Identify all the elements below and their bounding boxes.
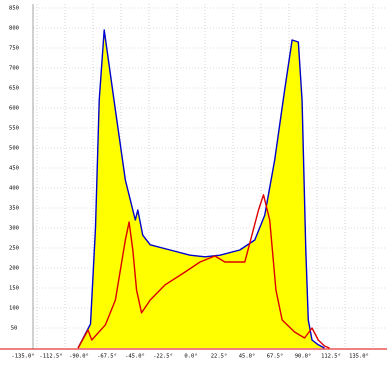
- y-tick-label: 750: [9, 46, 19, 52]
- x-tick-label: -67.5°: [97, 354, 117, 360]
- y-tick-label: 400: [9, 186, 19, 192]
- x-tick-label: -22.5°: [153, 354, 173, 360]
- line: [77, 29, 325, 349]
- y-tick-label: 150: [9, 286, 19, 292]
- x-tick-label: -135.0°: [11, 354, 34, 360]
- x-tick-label: -90.0°: [69, 354, 89, 360]
- y-tick-label: 500: [9, 146, 19, 152]
- x-tick-label: 45.0°: [239, 354, 256, 360]
- y-tick-label: 100: [9, 306, 19, 312]
- area-fill: [78, 30, 325, 348]
- x-tick-label: 135.0°: [349, 354, 369, 360]
- x-tick-label: 67.5°: [267, 354, 284, 360]
- y-tick-label: 700: [9, 66, 19, 72]
- x-tick-label: 22.5°: [211, 354, 228, 360]
- y-tick-label: 250: [9, 246, 19, 252]
- x-tick-label: 0.0°: [184, 354, 197, 360]
- x-tick-label: 112.5°: [321, 354, 341, 360]
- x-tick-label: -112.5°: [39, 354, 62, 360]
- y-tick-label: 350: [9, 206, 19, 212]
- y-tick-label: 50: [11, 326, 18, 332]
- y-tick-label: 550: [9, 126, 19, 132]
- y-tick-label: 300: [9, 226, 19, 232]
- y-tick-label: 800: [9, 26, 19, 32]
- x-tick-label: 90.0°: [295, 354, 312, 360]
- plot: [77, 29, 330, 349]
- y-tick-label: 450: [9, 166, 19, 172]
- y-tick-label: 200: [9, 266, 19, 272]
- y-tick-label: 650: [9, 86, 19, 92]
- y-tick-label: 850: [9, 6, 19, 12]
- labels: 50 100 150 200 250 300 350 400 450 500 550 600 650 70…: [9, 6, 369, 360]
- x-tick-label: -45.0°: [125, 354, 145, 360]
- y-tick-label: 600: [9, 106, 19, 112]
- line: [77, 194, 330, 349]
